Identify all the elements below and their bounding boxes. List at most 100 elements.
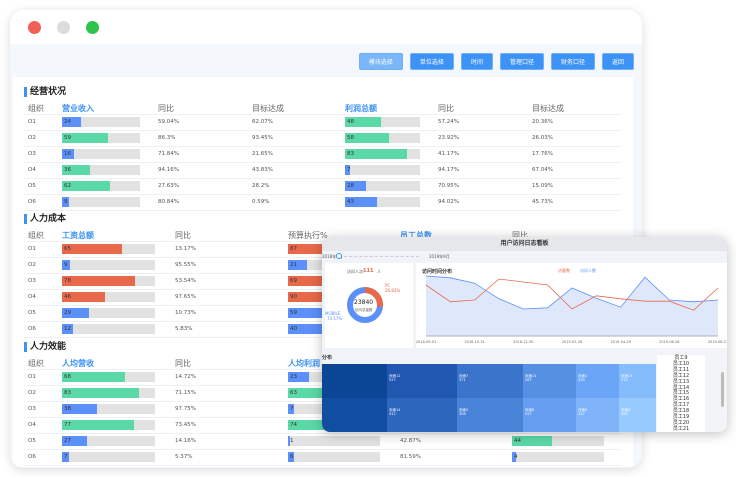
- list-item[interactable]: 员工20: [657, 419, 705, 426]
- bar-track: 68: [62, 372, 155, 382]
- treemap-cell[interactable]: 页面2 308: [457, 398, 523, 432]
- list-item[interactable]: 员工11: [657, 366, 705, 373]
- yoy-cell: 70.95%: [438, 183, 459, 189]
- donut-label: 访问总量数: [355, 308, 373, 312]
- section-title: 人力效能: [24, 342, 66, 352]
- column-header: 利润总额: [345, 104, 377, 113]
- list-item[interactable]: 员工14: [657, 384, 705, 391]
- yoy-cell: 59.04%: [158, 119, 179, 125]
- yoy-cell: 57.24%: [438, 119, 459, 125]
- list-item[interactable]: 员工9: [657, 355, 705, 361]
- bar-track: 58: [345, 133, 420, 143]
- bar-fill: 68: [62, 372, 126, 382]
- treemap-cell[interactable]: 页面9 347: [576, 398, 619, 432]
- list-item[interactable]: 员工12: [657, 372, 705, 379]
- list-item[interactable]: 员工13: [657, 378, 705, 385]
- treemap-value: 265: [621, 412, 628, 416]
- bar-fill: 7: [345, 165, 351, 175]
- yoy-cell: 94.17%: [438, 167, 459, 173]
- column-header: 同比: [175, 231, 191, 240]
- treemap-value: 412: [389, 412, 396, 416]
- bar-fill: 83: [345, 149, 408, 159]
- list-item[interactable]: 员工21: [657, 425, 705, 432]
- toolbar-button-5[interactable]: 返回: [601, 53, 634, 70]
- treemap-label: 页面2: [459, 408, 469, 412]
- line-title: 访问时间分布: [422, 269, 453, 275]
- list-item[interactable]: 员工15: [657, 390, 705, 397]
- yoy-cell: 27.63%: [158, 183, 179, 189]
- maximize-button[interactable]: [86, 21, 99, 34]
- bar-fill: 63: [288, 388, 346, 398]
- toolbar-button-3[interactable]: 管理口径: [499, 53, 544, 70]
- bar-track: 43: [345, 197, 420, 207]
- yoy-cell: 86.3%: [158, 135, 176, 141]
- close-button[interactable]: [28, 21, 41, 34]
- list-item[interactable]: 员工18: [657, 408, 705, 415]
- list-item[interactable]: 员工10: [657, 360, 705, 367]
- target-cell: 0.59%: [252, 199, 270, 205]
- bar-track: 28: [345, 181, 420, 191]
- bar-fill: 59: [62, 133, 109, 143]
- list-item[interactable]: 员工16: [657, 396, 705, 403]
- toolbar: 模块选择 单位选择 时间 管理口径 财务口径 返回: [358, 53, 634, 70]
- org-cell: O3: [28, 406, 36, 412]
- treemap-cell[interactable]: [322, 364, 387, 398]
- yoy-cell: 41.17%: [438, 151, 459, 157]
- target-cell: 28.2%: [252, 183, 270, 189]
- target-cell: 43.83%: [252, 167, 273, 173]
- target-cell: 21.65%: [252, 151, 273, 157]
- series-line-blue: [425, 275, 719, 310]
- bar-fill: 27: [62, 436, 88, 446]
- treemap-cell[interactable]: 页面12 527: [387, 364, 457, 398]
- yoy-cell: 95.55%: [175, 262, 196, 268]
- bar-fill: 21: [288, 260, 308, 270]
- toolbar-button-2[interactable]: 时间: [460, 53, 493, 70]
- yoy-cell: 94.16%: [158, 167, 179, 173]
- treemap-cell[interactable]: 页面8 527: [523, 398, 576, 432]
- bar-track: 83: [345, 149, 420, 159]
- bar-fill: 9: [62, 197, 70, 207]
- treemap-cell[interactable]: 页面11 287: [523, 364, 576, 398]
- pc-label: PC: [385, 283, 391, 288]
- bar-fill: 1: [288, 436, 294, 446]
- minimize-button[interactable]: [57, 21, 70, 34]
- org-cell: O2: [28, 262, 36, 268]
- treemap-value: 527: [525, 412, 532, 416]
- bar-track: 78: [62, 276, 155, 286]
- bar-track: 1: [288, 436, 380, 446]
- x-tick-label: 2019-04-29: [610, 340, 630, 344]
- yoy-cell: 13.17%: [175, 246, 196, 252]
- treemap-label: 页面1: [578, 374, 588, 378]
- column-header: 组织: [28, 359, 44, 368]
- column-header: 同比: [512, 231, 528, 240]
- list-item[interactable]: 员工17: [657, 402, 705, 409]
- timeline-track[interactable]: [344, 256, 419, 257]
- bar-fill: 83: [62, 388, 140, 398]
- timeline-start: 2018年9月: [322, 254, 343, 259]
- timeline-handle[interactable]: [336, 253, 342, 259]
- target-cell: 93.45%: [252, 135, 273, 141]
- yoy-cell: 53.54%: [175, 278, 196, 284]
- scrollbar[interactable]: [721, 372, 724, 407]
- bar-fill: 69: [288, 276, 352, 286]
- treemap-value: 347: [578, 412, 585, 416]
- list-item[interactable]: 员工19: [657, 414, 705, 420]
- toolbar-button-4[interactable]: 财务口径: [550, 53, 595, 70]
- treemap-cell[interactable]: 页面4 265: [619, 398, 656, 432]
- visitors-label: 访问人次:: [347, 269, 365, 274]
- bar-track: 29: [62, 308, 155, 318]
- org-cell: O5: [28, 183, 36, 189]
- toolbar-button-0[interactable]: 模块选择: [358, 53, 403, 70]
- treemap-cell[interactable]: 页面1 439: [576, 364, 619, 398]
- toolbar-button-1[interactable]: 单位选择: [409, 53, 454, 70]
- bar-fill: 23: [288, 372, 310, 382]
- org-cell: O2: [28, 390, 36, 396]
- yoy-cell: 10.73%: [175, 310, 196, 316]
- treemap-cell[interactable]: 页面13 315: [619, 364, 656, 398]
- column-header: 同比: [438, 104, 454, 113]
- treemap-cell[interactable]: 页面14 412: [387, 398, 457, 432]
- treemap-cell[interactable]: [322, 398, 387, 432]
- mobile-label: MOBILE: [325, 311, 341, 316]
- treemap-cell[interactable]: 页面7 371: [457, 364, 523, 398]
- column-header: 营业收入: [62, 104, 94, 113]
